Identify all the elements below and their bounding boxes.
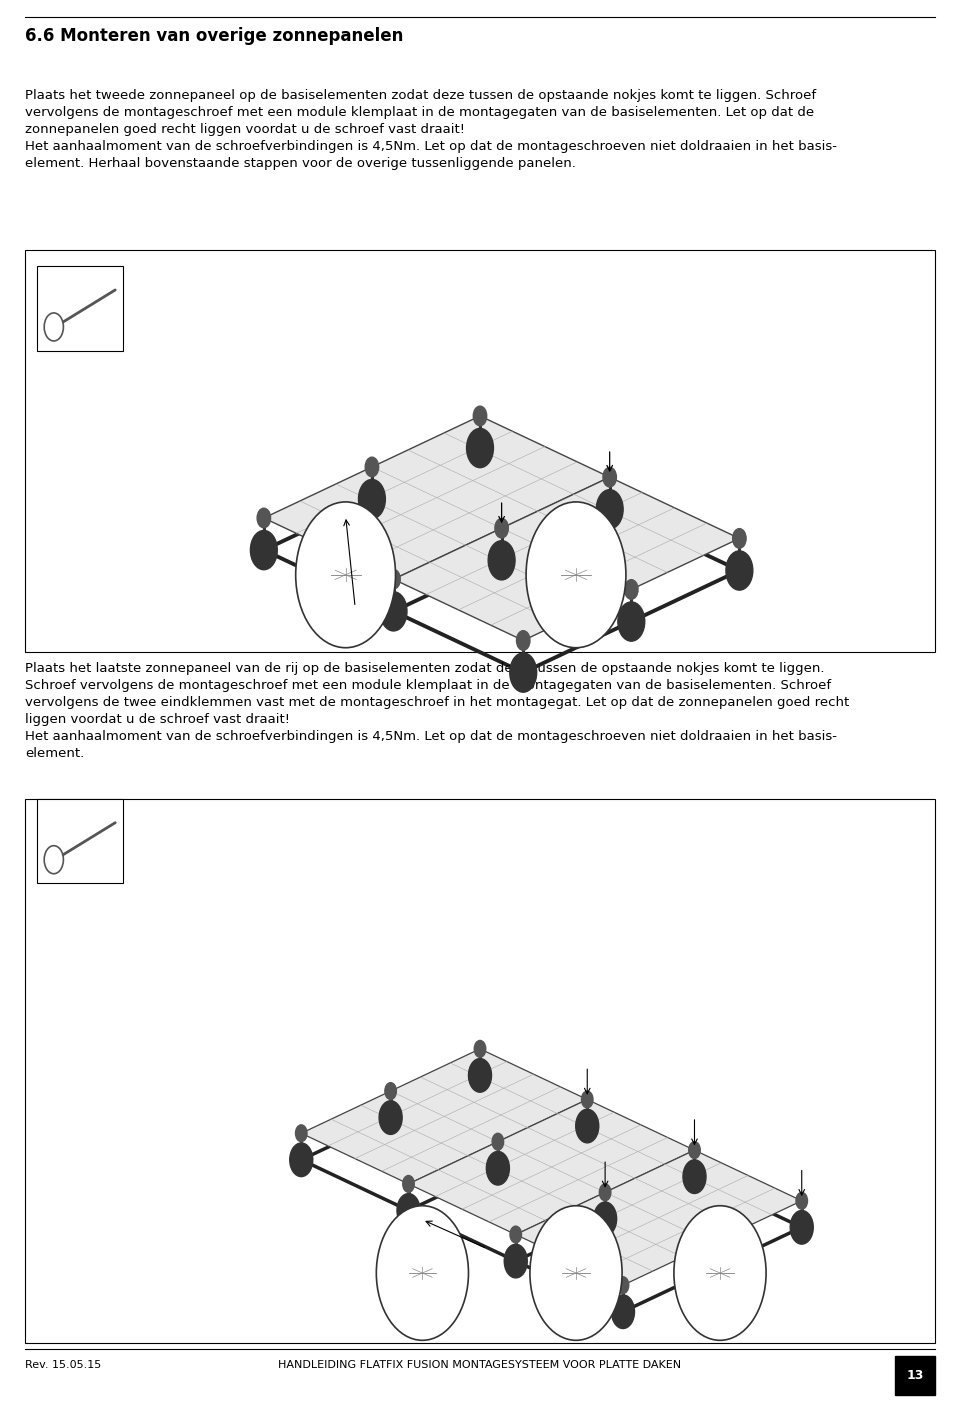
Circle shape	[504, 1244, 527, 1277]
Polygon shape	[409, 1099, 694, 1235]
Circle shape	[379, 1101, 402, 1134]
Circle shape	[387, 569, 400, 589]
Circle shape	[385, 1082, 396, 1099]
Circle shape	[599, 1183, 611, 1200]
Circle shape	[796, 1192, 807, 1209]
Circle shape	[44, 845, 63, 873]
Circle shape	[612, 1295, 635, 1329]
Circle shape	[489, 541, 516, 580]
Text: Plaats het laatste zonnepaneel van de rij op de basiselementen zodat deze tussen: Plaats het laatste zonnepaneel van de ri…	[25, 662, 850, 760]
Circle shape	[510, 653, 537, 693]
Text: HANDLEIDING FLATFIX FUSION MONTAGESYSTEEM VOOR PLATTE DAKEN: HANDLEIDING FLATFIX FUSION MONTAGESYSTEE…	[278, 1360, 682, 1370]
Circle shape	[732, 529, 746, 548]
Text: Plaats het tweede zonnepaneel op de basiselementen zodat deze tussen de opstaand: Plaats het tweede zonnepaneel op de basi…	[25, 88, 837, 170]
Circle shape	[358, 479, 385, 519]
Circle shape	[257, 508, 271, 527]
Circle shape	[495, 519, 509, 538]
Circle shape	[296, 502, 396, 648]
Text: 13: 13	[906, 1368, 924, 1382]
Circle shape	[44, 313, 63, 341]
Circle shape	[473, 407, 487, 426]
Circle shape	[290, 1143, 313, 1176]
Circle shape	[618, 601, 645, 641]
Circle shape	[790, 1210, 813, 1244]
Circle shape	[576, 1109, 599, 1143]
Bar	[25, 250, 935, 652]
Bar	[895, 1356, 935, 1395]
Circle shape	[510, 1227, 521, 1244]
Circle shape	[487, 1151, 510, 1185]
Circle shape	[617, 1277, 629, 1294]
Polygon shape	[394, 477, 739, 641]
Circle shape	[365, 457, 378, 477]
Bar	[25, 799, 935, 1343]
Circle shape	[397, 1193, 420, 1227]
Polygon shape	[264, 416, 610, 579]
Circle shape	[688, 1141, 700, 1158]
Circle shape	[707, 1235, 718, 1252]
Polygon shape	[516, 1150, 802, 1286]
Circle shape	[726, 551, 753, 590]
Circle shape	[296, 1124, 307, 1141]
Circle shape	[516, 631, 530, 651]
Circle shape	[467, 429, 493, 468]
Circle shape	[701, 1253, 724, 1287]
Circle shape	[596, 489, 623, 529]
Circle shape	[376, 1206, 468, 1340]
Circle shape	[492, 1133, 504, 1150]
Text: 6.6 Monteren van overige zonnepanelen: 6.6 Monteren van overige zonnepanelen	[25, 27, 403, 45]
Circle shape	[625, 579, 638, 599]
Circle shape	[526, 502, 626, 648]
Circle shape	[593, 1202, 616, 1235]
Bar	[36, 799, 123, 883]
Bar	[36, 266, 123, 350]
Text: Rev. 15.05.15: Rev. 15.05.15	[25, 1360, 101, 1370]
Circle shape	[674, 1206, 766, 1340]
Circle shape	[683, 1159, 706, 1193]
Polygon shape	[301, 1049, 588, 1183]
Circle shape	[251, 530, 277, 569]
Circle shape	[474, 1040, 486, 1057]
Circle shape	[380, 592, 407, 631]
Circle shape	[582, 1091, 593, 1108]
Circle shape	[530, 1206, 622, 1340]
Circle shape	[403, 1175, 415, 1192]
Circle shape	[468, 1059, 492, 1092]
Circle shape	[603, 467, 616, 486]
